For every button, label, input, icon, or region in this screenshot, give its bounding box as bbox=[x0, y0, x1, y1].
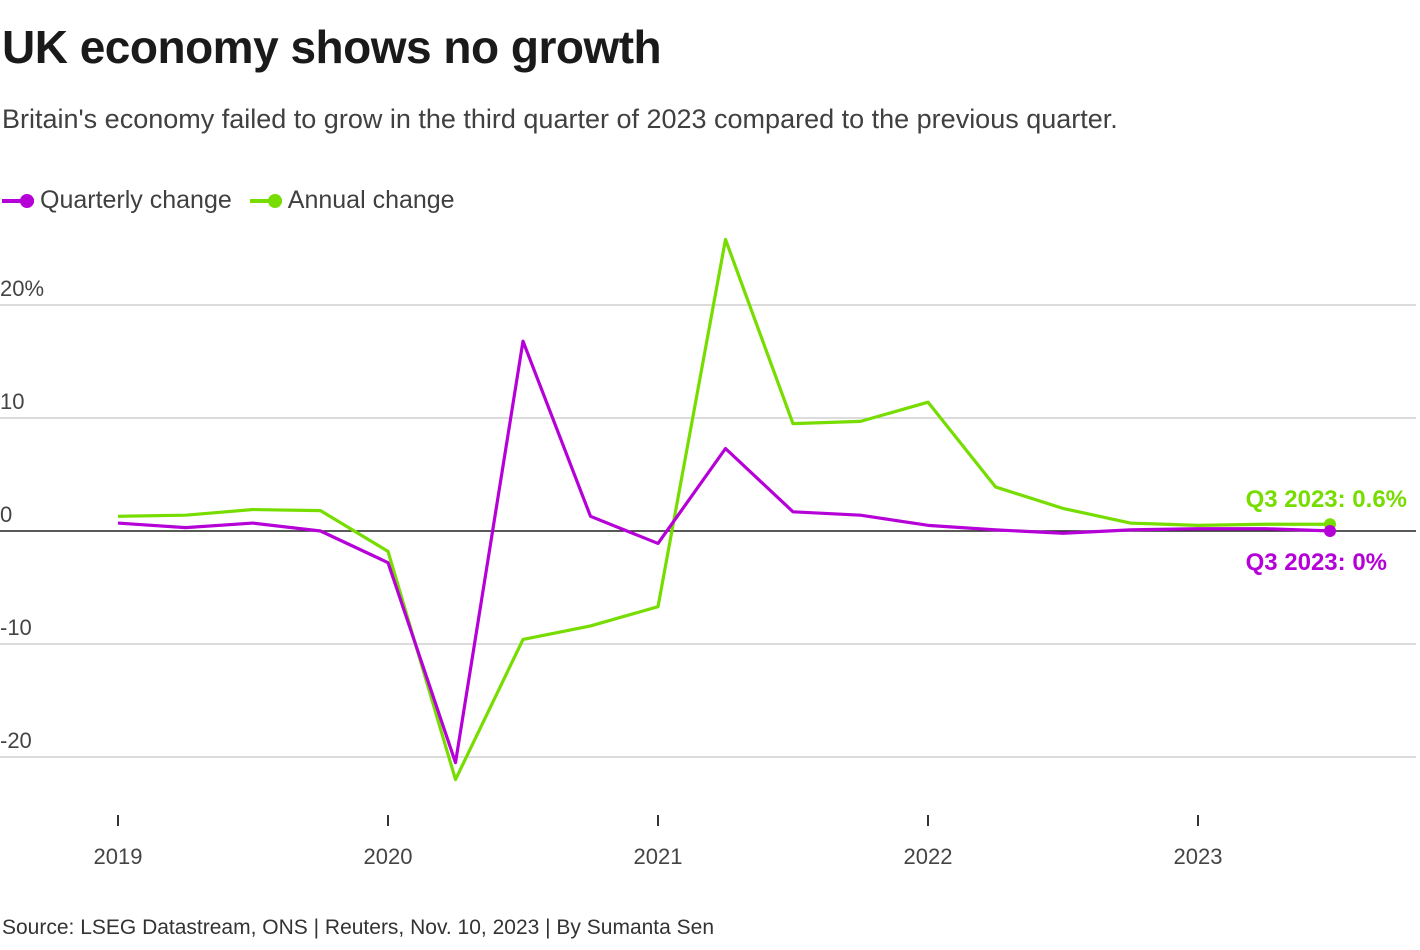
x-tick-label: 2020 bbox=[364, 844, 413, 869]
legend-label-quarterly: Quarterly change bbox=[40, 186, 232, 214]
legend-item-annual: Annual change bbox=[249, 186, 455, 215]
y-tick-label: -10 bbox=[0, 615, 32, 640]
y-tick-label: -20 bbox=[0, 728, 32, 753]
chart-title: UK economy shows no growth bbox=[2, 21, 662, 73]
line-chart: 20% 10 0 -10 -20 2019 2020 2021 2022 2023 Q3 2023:… bbox=[0, 237, 1416, 869]
x-tick-label: 2022 bbox=[904, 844, 953, 869]
annual-end-label: Q3 2023: 0.6% bbox=[1246, 486, 1407, 513]
y-tick-label: 20% bbox=[0, 276, 44, 301]
quarterly-end-point bbox=[1324, 525, 1336, 537]
x-tick-label: 2023 bbox=[1174, 844, 1223, 869]
y-tick-label: 0 bbox=[0, 502, 12, 527]
chart-subtitle: Britain's economy failed to grow in the … bbox=[2, 104, 1118, 134]
legend-item-quarterly: Quarterly change bbox=[2, 186, 232, 215]
x-tick-label: 2021 bbox=[634, 844, 683, 869]
x-tick-label: 2019 bbox=[94, 844, 143, 869]
y-tick-label: 10 bbox=[0, 389, 24, 414]
legend-swatch-quarterly bbox=[2, 193, 34, 208]
quarterly-change-line bbox=[117, 339, 1334, 765]
legend-label-annual: Annual change bbox=[287, 186, 455, 214]
quarterly-end-label: Q3 2023: 0% bbox=[1246, 549, 1387, 576]
legend: Quarterly change Annual change bbox=[2, 186, 455, 215]
legend-swatch-annual bbox=[249, 193, 282, 208]
annual-change-line bbox=[117, 237, 1333, 782]
source-note: Source: LSEG Datastream, ONS | Reuters, … bbox=[2, 916, 715, 939]
